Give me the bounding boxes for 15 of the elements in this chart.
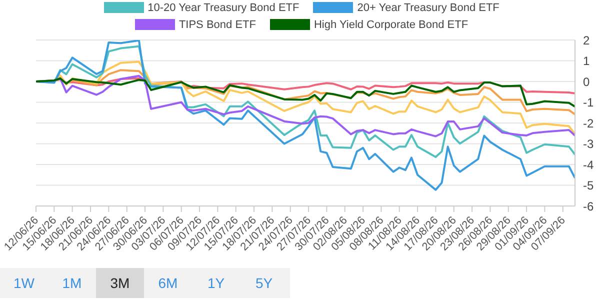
y-tick-label: -6 bbox=[583, 199, 594, 214]
y-tick-label: -5 bbox=[583, 178, 594, 193]
y-tick-label: -4 bbox=[583, 158, 594, 172]
legend-label: 20+ Year Treasury Bond ETF bbox=[357, 2, 500, 14]
legend-label: TIPS Bond ETF bbox=[178, 18, 256, 30]
y-tick-label: -1 bbox=[583, 96, 594, 110]
y-tick-label: 1 bbox=[583, 54, 590, 68]
y-tick-label: -3 bbox=[583, 137, 594, 152]
legend-label: High Yield Corporate Bond ETF bbox=[314, 18, 468, 30]
legend-label: 10-20 Year Treasury Bond ETF bbox=[148, 2, 300, 14]
y-tick-label: 2 bbox=[583, 33, 590, 48]
line-series bbox=[36, 77, 575, 108]
range-selector: 1W 1M 3M 6M 1Y 5Y bbox=[0, 268, 290, 298]
y-tick-label: 0 bbox=[583, 74, 590, 89]
y-tick-label: -2 bbox=[583, 116, 594, 130]
